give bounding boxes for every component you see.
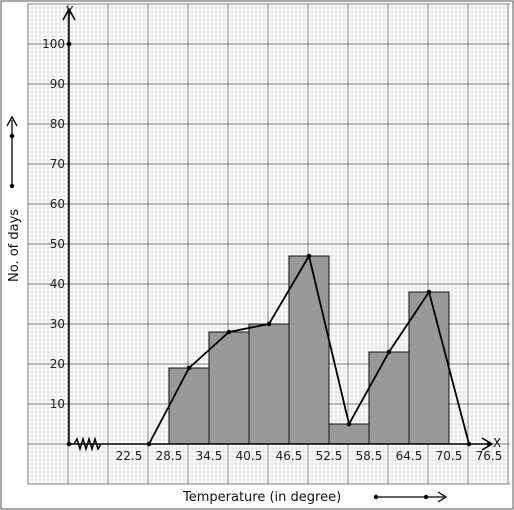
y-axis-letter: Y [65,4,74,18]
x-tick-label: 76.5 [476,449,503,463]
x-axis-title: Temperature (in degree) [182,490,341,505]
x-tick-label: 70.5 [436,449,463,463]
polygon-point-6 [346,421,352,427]
polygon-point-8 [426,289,432,295]
x-tick-label: 34.5 [196,449,223,463]
polygon-point-4 [266,321,272,327]
x-tick-label: 64.5 [396,449,423,463]
histogram-bar-7 [408,291,450,445]
polygon-point-7 [386,349,392,355]
x-tick-label: 52.5 [316,449,343,463]
y-tick-label: 100 [42,37,65,51]
grid [27,3,510,485]
y-tick-label: 20 [50,357,65,371]
polygon-point-5 [306,253,312,259]
histogram-bar-6 [368,351,410,445]
y-tick-label: 50 [50,237,65,251]
y-tick-label: 80 [50,117,65,131]
polygon-point-2 [186,365,192,371]
histogram-bar-3 [248,323,290,445]
y-tick-label: 90 [50,77,65,91]
x-tick-label: 22.5 [116,449,143,463]
x-tick-label: 28.5 [156,449,183,463]
tick-labels: 22.5 28.5 34.5 40.5 46.5 52.5 58.5 64.5 70.5 76.5… [42,37,502,463]
x-tick-label: 58.5 [356,449,383,463]
y-tick-label: 30 [50,317,65,331]
y-axis-title: No. of days [7,209,22,282]
x-direction-arrow-icon [373,491,448,503]
axis-break-zigzag-icon [73,436,102,452]
histogram-bar-5 [328,423,370,445]
y-tick-label: 10 [50,397,65,411]
y-tick-label: 40 [50,277,65,291]
histogram-bar-1 [168,367,210,445]
x-axis-letter: X [493,436,501,450]
histogram-bar-2 [208,331,250,445]
y-tick-label: 60 [50,197,65,211]
histogram-bars [168,255,450,445]
x-tick-label: 40.5 [236,449,263,463]
polygon-point-3 [226,329,232,335]
y-direction-arrow-icon [6,115,18,189]
axes [62,7,494,452]
x-tick-label: 46.5 [276,449,303,463]
histogram-bar-4 [288,255,330,445]
y-tick-label: 70 [50,157,65,171]
